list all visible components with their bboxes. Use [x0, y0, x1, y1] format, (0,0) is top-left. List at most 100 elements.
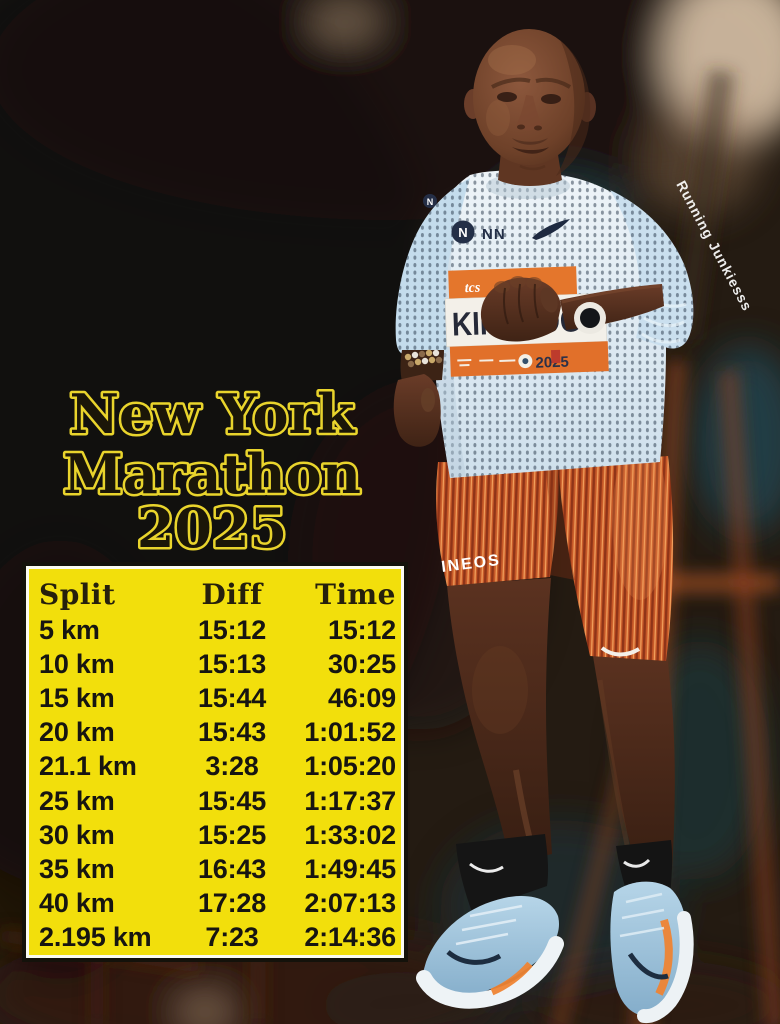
time-cell: 15:12 — [327, 614, 396, 645]
shoe-laces — [455, 904, 523, 946]
nike-swoosh-icon — [623, 858, 651, 868]
title-line-3: 2025 — [137, 496, 287, 560]
shoe-sole — [416, 936, 564, 1009]
splits-table: Split Diff Time 5 km 15:12 15:12 10 km 1… — [22, 562, 408, 962]
time-cell: 1:17:37 — [304, 785, 396, 816]
left-arm — [393, 349, 444, 447]
nn-logo-text: NN — [482, 226, 506, 243]
title-block: New York Marathon 2025 — [61, 380, 364, 563]
nike-swoosh-icon — [532, 219, 570, 240]
split-cell: 30 km — [39, 819, 115, 850]
front-sock — [456, 834, 549, 912]
shorts: INEOS — [436, 440, 674, 661]
split-cell: 10 km — [39, 648, 115, 679]
table-row: 20 km 15:43 1:01:52 — [26, 716, 404, 750]
time-cell: 2:14:36 — [304, 922, 396, 953]
table-header-row: Split Diff Time — [26, 575, 404, 613]
diff-cell: 15:45 — [197, 785, 267, 816]
diff-cell: 15:44 — [197, 682, 267, 713]
split-cell: 5 km — [39, 614, 100, 645]
time-cell: 1:05:20 — [304, 751, 396, 782]
bib-sponsor-marks — [457, 358, 516, 367]
diff-cell: 15:25 — [197, 819, 267, 850]
table-row: 40 km 17:28 2:07:13 — [26, 887, 404, 921]
diff-cell: 16:43 — [197, 853, 267, 884]
forehead-highlight — [488, 45, 536, 75]
shoe-orange-accent — [655, 918, 673, 996]
eyebrows — [491, 77, 572, 89]
cheek-highlight — [486, 100, 510, 136]
time-cell: 1:49:45 — [304, 853, 396, 884]
table-row: 35 km 16:43 1:49:45 — [26, 852, 404, 886]
watch-face — [580, 308, 600, 328]
header-time: Time — [315, 577, 396, 611]
forearm-highlight — [561, 284, 661, 304]
thumb — [540, 287, 558, 313]
table-row: 10 km 15:13 30:25 — [26, 647, 404, 681]
nike-swoosh-icon — [600, 646, 641, 657]
chin-crease — [519, 164, 546, 171]
front-shoe — [416, 896, 564, 1009]
table-row: 5 km 15:12 15:12 — [26, 613, 404, 647]
eye — [497, 92, 517, 102]
time-cell: 30:25 — [327, 648, 396, 679]
nike-swoosh-icon — [469, 862, 504, 873]
bib-sponsor-text: tcs — [465, 281, 482, 297]
nike-swoosh-icon — [446, 950, 502, 965]
diff-cell: 17:28 — [197, 888, 267, 919]
eye — [541, 94, 561, 104]
table-row: 25 km 15:45 1:17:37 — [26, 784, 404, 818]
table-row: 21.1 km 3:28 1:05:20 — [26, 750, 404, 784]
table-row: 2.195 km 7:23 2:14:36 — [26, 921, 404, 955]
head — [464, 29, 596, 186]
knee-highlight — [472, 646, 528, 734]
mouth — [512, 147, 549, 154]
rear-shoe — [610, 881, 694, 1024]
right-arm — [480, 276, 664, 342]
hand-fist — [393, 374, 441, 447]
shoe-laces — [619, 892, 665, 938]
diff-cell: 7:23 — [205, 922, 259, 953]
diff-cell: 15:43 — [197, 717, 267, 748]
runner-figure: INEOS N N NN — [393, 29, 694, 1024]
shoe-sole — [637, 911, 694, 1024]
title-line-2: Marathon — [63, 442, 361, 506]
bib-star-center — [522, 358, 529, 365]
shoe-orange-accent — [490, 961, 533, 996]
split-cell: 35 km — [39, 853, 115, 884]
nn-logo-icon — [451, 220, 475, 244]
face-shadow — [556, 40, 591, 176]
diff-cell: 15:13 — [197, 648, 267, 679]
split-cell: 20 km — [39, 717, 115, 748]
header-diff: Diff — [201, 577, 263, 611]
split-cell: 15 km — [39, 682, 115, 713]
bib-red-tag — [550, 349, 561, 364]
split-cell: 40 km — [39, 888, 115, 919]
time-cell: 2:07:13 — [304, 888, 396, 919]
thumb — [421, 388, 435, 412]
rear-leg — [592, 650, 694, 1024]
front-leg — [416, 578, 564, 1009]
shorts-highlight — [612, 440, 668, 600]
upper-lip-shadow — [512, 138, 548, 145]
diff-cell: 3:28 — [205, 751, 259, 782]
leg-highlight — [597, 679, 631, 851]
sleeve-logo-text: N — [427, 197, 434, 207]
table-row: 30 km 15:25 1:33:02 — [26, 818, 404, 852]
split-cell: 25 km — [39, 785, 115, 816]
nose — [516, 95, 542, 131]
nn-circle-letter: N — [458, 225, 467, 240]
time-cell: 46:09 — [327, 682, 396, 713]
finger-lines — [503, 283, 539, 325]
nike-swoosh-icon — [627, 952, 669, 980]
split-cell: 2.195 km — [39, 922, 152, 953]
header-split: Split — [39, 577, 116, 611]
nn-logo-icon — [423, 194, 437, 208]
time-cell: 1:01:52 — [304, 717, 396, 748]
split-cell: 21.1 km — [39, 751, 137, 782]
title-line-1: New York — [70, 382, 356, 446]
table-row: 15 km 15:44 46:09 — [26, 681, 404, 715]
time-cell: 1:33:02 — [304, 819, 396, 850]
diff-cell: 15:12 — [197, 614, 267, 645]
